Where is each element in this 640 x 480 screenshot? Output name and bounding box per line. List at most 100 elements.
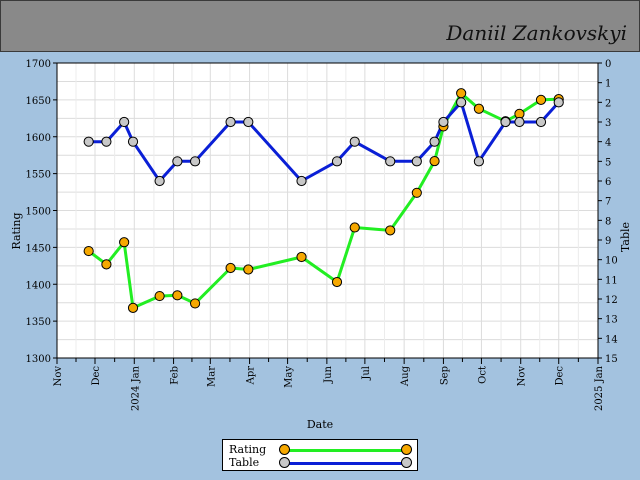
data-point-rating [429,155,440,167]
series-line-table [88,100,560,183]
data-point-table [127,136,139,147]
y2-tick-label: 9 [605,236,611,247]
data-point-rating [473,103,485,114]
x-tick-label: Nov [53,366,64,387]
y2-tick-label: 8 [605,216,611,227]
legend-label-table: Table [229,456,260,469]
y2-axis-label: Table [619,222,632,252]
data-point-rating [101,259,112,270]
y-tick-label: 1700 [26,59,51,70]
data-point-table [411,156,422,167]
x-tick-label: 2025 Jan [594,365,605,411]
data-point-table [331,156,343,167]
data-point-table [553,97,564,108]
y-tick-label: 1300 [26,354,51,365]
y-tick-label: 1650 [26,96,51,107]
x-tick-label: Dec [555,366,566,386]
data-point-table [514,116,525,128]
x-tick-label: Dec [91,366,102,386]
data-point-table [101,136,112,147]
data-point-rating [127,302,139,313]
legend-label-rating: Rating [229,443,267,456]
data-point-table [83,136,94,147]
data-point-rating [411,187,422,198]
data-point-rating [349,222,360,233]
legend-marker-rating-end [401,444,412,455]
data-point-table [438,116,449,128]
x-tick-label: May [284,366,295,388]
data-point-table [119,116,130,128]
data-point-rating [535,94,547,105]
y2-tick-label: 7 [605,197,611,208]
header-bar: Daniil Zankovskyi [0,0,640,52]
x-tick-label: Aug [400,365,411,387]
data-point-table [500,116,511,128]
legend-line-table [281,462,405,465]
x-tick-label: 2024 Jan [130,365,141,411]
x-axis-label: Date [307,418,333,431]
y2-tick-label: 12 [605,295,618,306]
y-tick-label: 1550 [26,170,51,181]
x-tick-label: Feb [170,366,181,385]
x-tick-label: Sep [439,366,450,385]
x-tick-label: Oct [477,366,488,384]
y2-tick-label: 10 [605,256,618,267]
data-point-table [225,116,236,128]
data-point-table [385,156,396,167]
x-tick-label: Jun [323,365,334,383]
data-point-rating [296,251,307,263]
signature: Daniil Zankovskyi [446,21,627,45]
data-point-table [535,116,547,128]
data-point-rating [225,262,236,274]
y2-tick-label: 3 [605,118,611,129]
series-marks [83,88,564,313]
y2-tick-label: 0 [605,59,611,70]
legend-line-rating [281,449,405,452]
data-point-rating [119,237,130,248]
x-tick-label: Jul [361,366,372,381]
y-tick-label: 1450 [26,243,51,254]
data-point-table [154,175,165,187]
data-point-table [296,175,307,187]
x-tick-label: Apr [246,366,257,386]
data-point-rating [331,276,343,288]
y2-tick-label: 15 [605,354,618,365]
y2-tick-label: 6 [605,177,611,188]
y2-tick-label: 13 [605,315,618,326]
y-tick-label: 1400 [26,280,51,291]
y2-tick-label: 5 [605,157,611,168]
data-point-rating [154,290,165,302]
y-tick-label: 1350 [26,317,51,328]
data-point-rating [172,290,183,301]
x-tick-label: Nov [517,366,528,387]
data-point-table [190,156,201,167]
legend-marker-table-end [401,457,412,468]
y2-tick-label: 11 [605,275,618,286]
y2-tick-label: 1 [605,79,611,90]
x-tick-label: Mar [206,366,217,387]
y-tick-label: 1600 [26,133,51,144]
axes: 1300 1350 1400 1450 1500 1550 1600 1650 1700 0 12 3… [26,59,618,411]
legend: Rating Table [222,439,418,471]
data-point-rating [190,298,201,309]
y-axis-label: Rating [10,212,23,249]
data-point-rating [385,225,396,236]
data-point-table [473,156,485,167]
y2-tick-label: 14 [605,334,618,345]
y2-tick-label: 4 [605,138,611,149]
data-point-table [456,97,467,108]
data-point-table [243,116,254,128]
legend-marker-rating [279,444,290,455]
data-point-rating [243,264,254,275]
data-point-table [172,156,183,167]
series-line-rating [87,91,559,310]
legend-item-rating: Rating [229,443,413,457]
data-point-rating [456,88,467,99]
data-point-table [429,136,440,147]
legend-item-table: Table [229,456,413,470]
legend-marker-table [279,457,290,468]
data-point-rating [83,245,94,257]
y-tick-label: 1500 [26,207,51,218]
